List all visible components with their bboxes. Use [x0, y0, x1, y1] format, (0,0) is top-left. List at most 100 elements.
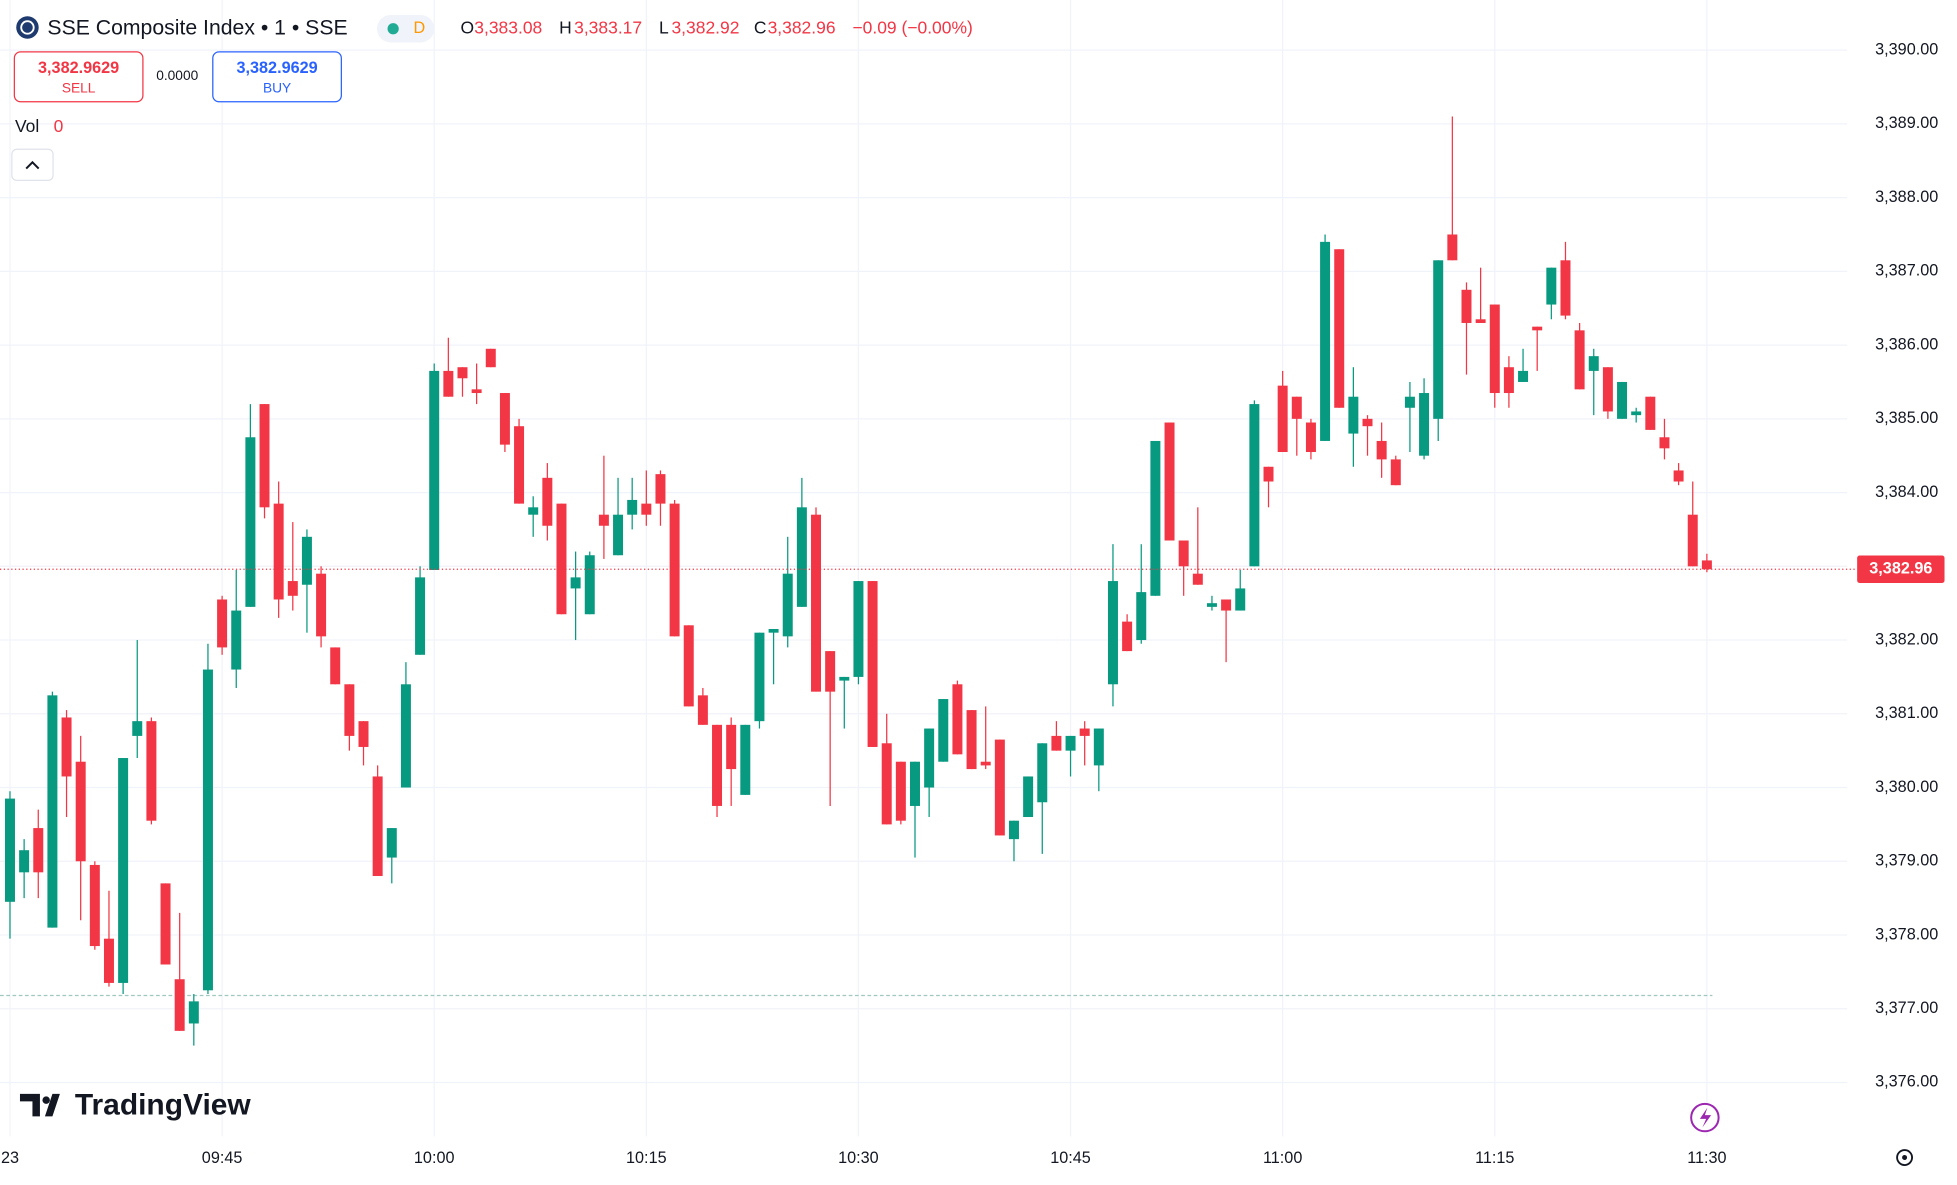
candle-body: [952, 684, 963, 755]
y-tick-label: 3,387.00: [1875, 262, 1938, 280]
candle-body: [1206, 603, 1217, 607]
x-tick-label: 09:45: [202, 1149, 243, 1167]
candle-body: [895, 761, 906, 821]
candle-body: [330, 647, 341, 685]
buy-button[interactable]: [212, 51, 342, 103]
candle-body: [89, 864, 100, 947]
candle-body: [1192, 573, 1203, 585]
candle-body: [938, 699, 949, 762]
candle-body: [1263, 466, 1274, 482]
candle-body: [316, 573, 327, 637]
candle-body: [33, 828, 44, 873]
candle-body: [1164, 422, 1175, 541]
candle-body: [1235, 588, 1246, 611]
y-tick-label: 3,377.00: [1875, 999, 1938, 1017]
candle-body: [287, 581, 298, 596]
candle-body: [1320, 241, 1331, 441]
candle-body: [697, 695, 708, 725]
candle-body: [1602, 367, 1613, 412]
candle-body: [1588, 356, 1599, 371]
x-tick-label: 11:00: [1263, 1149, 1302, 1167]
brand-logo-dot: [42, 1096, 50, 1104]
candle-body: [1178, 540, 1189, 567]
candle-body: [400, 684, 411, 788]
candle-body: [598, 514, 609, 526]
candle-body: [61, 717, 72, 777]
ohlc-value: 3,383.17: [574, 17, 642, 37]
x-tick-label: 10:15: [626, 1149, 667, 1167]
candle-body: [19, 850, 30, 873]
candle-body: [881, 743, 892, 825]
candle-body: [301, 536, 312, 585]
y-tick-label: 3,382.00: [1875, 630, 1938, 648]
candle-body: [570, 577, 581, 589]
candle-body: [811, 514, 822, 692]
candle-body: [627, 499, 638, 515]
candle-body: [1107, 581, 1118, 685]
candle-body: [655, 474, 666, 504]
y-tick-label: 3,380.00: [1875, 778, 1938, 796]
candle-body: [1362, 418, 1373, 427]
candle-body: [1489, 304, 1500, 394]
candle-body: [1376, 440, 1387, 460]
y-tick-label: 3,385.00: [1875, 409, 1938, 427]
candle-body: [415, 577, 426, 655]
candle-body: [1305, 422, 1316, 453]
candle-body: [613, 514, 624, 556]
settings-center: [1902, 1155, 1908, 1161]
y-tick-label: 3,390.00: [1875, 40, 1938, 58]
candle-body: [910, 761, 920, 806]
candle-body: [344, 684, 355, 736]
ohlc-label: L: [659, 17, 669, 37]
x-tick-label: 11:15: [1475, 1149, 1514, 1167]
candle-body: [1461, 289, 1472, 323]
candle-body: [1503, 367, 1514, 394]
candle-body: [853, 581, 864, 677]
candle-body: [994, 739, 1005, 836]
settings-icon[interactable]: [1896, 1149, 1914, 1166]
candle-body: [1023, 776, 1034, 818]
candle-body: [217, 599, 228, 648]
candle-body: [641, 503, 652, 515]
spread: 0.0000: [156, 68, 198, 83]
candle-body: [202, 669, 213, 991]
x-tick-label: 11:30: [1687, 1149, 1726, 1167]
sell-button[interactable]: [13, 51, 144, 103]
volume-label: Vol: [15, 116, 39, 136]
candle-body: [1008, 820, 1019, 840]
candle-body: [1673, 470, 1684, 482]
candle-body: [839, 676, 850, 681]
candle-body: [358, 721, 369, 747]
candle-body: [1659, 437, 1670, 449]
candle-body: [1447, 234, 1458, 261]
candle-body: [1419, 393, 1430, 456]
candle-body: [514, 426, 525, 504]
candle-body: [584, 555, 595, 615]
collapse-button[interactable]: [11, 148, 54, 182]
candle-body: [1560, 260, 1571, 316]
candle-body: [132, 721, 143, 736]
badge-bg: [376, 14, 435, 43]
candle-body: [754, 632, 765, 722]
symbol-title[interactable]: SSE Composite Index • 1 • SSE: [47, 16, 347, 39]
candle-body: [1645, 396, 1656, 430]
ohlc-label: O: [461, 17, 475, 37]
brand-logo: [19, 1093, 60, 1117]
y-tick-label: 3,378.00: [1875, 925, 1938, 943]
candle-body: [1093, 728, 1104, 766]
candle-body: [782, 573, 793, 637]
candle-body: [1631, 411, 1642, 416]
ohlc-value: 3,382.92: [671, 17, 739, 37]
buy-label: BUY: [263, 80, 291, 95]
candle-body: [1249, 404, 1260, 567]
interval-badge: D: [413, 19, 425, 37]
candle-body: [1518, 370, 1529, 382]
candle-body: [471, 389, 482, 394]
candle-body: [4, 798, 15, 902]
ohlc-label: C: [754, 17, 767, 37]
candle-body: [1390, 459, 1401, 486]
x-tick-label: 10:45: [1050, 1149, 1091, 1167]
ohlc-value: 3,382.96: [768, 17, 836, 37]
market-status: [387, 23, 399, 35]
y-tick-label: 3,386.00: [1875, 335, 1938, 353]
